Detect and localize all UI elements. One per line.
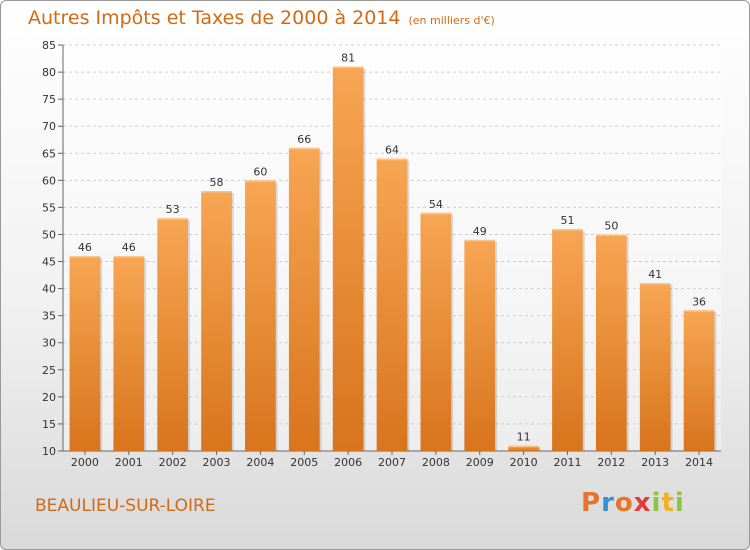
y-tick-label: 40 xyxy=(42,283,56,296)
value-label-2009: 49 xyxy=(473,225,487,238)
bar-top-edge xyxy=(420,212,452,215)
logo-letter: r xyxy=(601,488,615,518)
x-tick-label-2002: 2002 xyxy=(159,456,187,469)
logo-letter: i xyxy=(651,488,662,518)
value-label-2010: 11 xyxy=(517,431,531,444)
title-row: Autres Impôts et Taxes de 2000 à 2014 (en… xyxy=(28,7,495,29)
value-label-2002: 53 xyxy=(166,203,180,216)
y-tick-label: 15 xyxy=(42,418,56,431)
bar-top-edge xyxy=(245,180,276,182)
bar-2013 xyxy=(639,283,671,451)
value-label-2004: 60 xyxy=(253,165,267,178)
value-label-2003: 58 xyxy=(210,176,224,189)
bar-2000 xyxy=(69,256,101,451)
logo-letter: P xyxy=(581,488,602,518)
bar-top-edge xyxy=(683,310,715,312)
bar-2006 xyxy=(332,66,364,452)
bar-2010 xyxy=(508,445,539,451)
value-label-2014: 36 xyxy=(692,295,706,308)
bar-2009 xyxy=(464,239,496,451)
value-label-2006: 81 xyxy=(341,52,355,65)
bar-top-edge xyxy=(69,256,101,258)
y-tick-label: 65 xyxy=(42,147,56,160)
bar-top-edge xyxy=(201,191,232,193)
x-tick-label-2003: 2003 xyxy=(203,456,231,469)
logo-letter: o xyxy=(614,488,634,518)
bar-2007 xyxy=(376,158,408,451)
x-tick-label-2009: 2009 xyxy=(466,456,494,469)
x-tick-label-2011: 2011 xyxy=(553,456,581,469)
logo-letter: x xyxy=(633,488,652,518)
x-tick-label-2001: 2001 xyxy=(115,456,143,469)
bar-top-edge xyxy=(113,256,145,258)
bar-top-edge xyxy=(376,158,408,161)
value-label-2013: 41 xyxy=(648,268,662,281)
bar-2001 xyxy=(113,256,145,451)
y-tick-label: 50 xyxy=(42,228,56,241)
bar-top-edge xyxy=(332,66,364,69)
bar-top-edge xyxy=(157,218,189,220)
x-tick-label-2013: 2013 xyxy=(641,456,669,469)
y-tick-label: 75 xyxy=(42,93,56,106)
y-tick-label: 85 xyxy=(42,39,56,52)
bar-2014 xyxy=(683,310,715,451)
bar-top-edge xyxy=(639,283,671,285)
x-tick-label-2012: 2012 xyxy=(597,456,625,469)
bar-top-edge xyxy=(464,239,496,242)
value-label-2011: 51 xyxy=(560,214,574,227)
logo-letter: t xyxy=(661,488,675,518)
value-label-2000: 46 xyxy=(78,241,92,254)
value-label-2005: 66 xyxy=(297,133,311,146)
bar-2011 xyxy=(552,229,583,451)
bar-2008 xyxy=(420,212,452,451)
y-tick-label: 25 xyxy=(42,364,56,377)
x-tick-label-2014: 2014 xyxy=(685,456,713,469)
value-label-2001: 46 xyxy=(122,241,136,254)
y-tick-label: 60 xyxy=(42,174,56,187)
y-tick-label: 20 xyxy=(42,391,56,404)
bar-top-edge xyxy=(288,147,320,150)
y-tick-label: 35 xyxy=(42,310,56,323)
value-label-2012: 50 xyxy=(604,219,618,232)
x-tick-label-2008: 2008 xyxy=(422,456,450,469)
bar-top-edge xyxy=(552,229,583,231)
y-tick-label: 80 xyxy=(42,66,56,79)
bar-2012 xyxy=(595,234,627,451)
x-tick-label-2010: 2010 xyxy=(510,456,538,469)
y-tick-label: 70 xyxy=(42,120,56,133)
x-tick-label-2006: 2006 xyxy=(334,456,362,469)
x-tick-label-2004: 2004 xyxy=(246,456,274,469)
proxiti-logo[interactable]: Proxiti xyxy=(581,488,685,518)
x-tick-label-2000: 2000 xyxy=(71,456,99,469)
y-tick-label: 45 xyxy=(42,256,56,269)
logo-letter: i xyxy=(674,488,685,518)
bar-top-edge xyxy=(508,445,539,448)
x-tick-label-2005: 2005 xyxy=(290,456,318,469)
value-label-2008: 54 xyxy=(429,198,443,211)
y-tick-label: 30 xyxy=(42,337,56,350)
bar-2003 xyxy=(201,191,232,451)
bar-2005 xyxy=(288,147,320,451)
value-label-2007: 64 xyxy=(385,144,399,157)
x-tick-label-2007: 2007 xyxy=(378,456,406,469)
bar-top-edge xyxy=(595,234,627,236)
bar-2004 xyxy=(245,180,276,452)
y-tick-label: 55 xyxy=(42,201,56,214)
chart-subtitle: (en milliers d'€) xyxy=(408,14,495,27)
chart-title: Autres Impôts et Taxes de 2000 à 2014 xyxy=(28,7,401,29)
city-name: BEAULIEU-SUR-LOIRE xyxy=(35,496,216,516)
y-tick-label: 10 xyxy=(42,445,56,458)
bar-2002 xyxy=(157,218,189,451)
